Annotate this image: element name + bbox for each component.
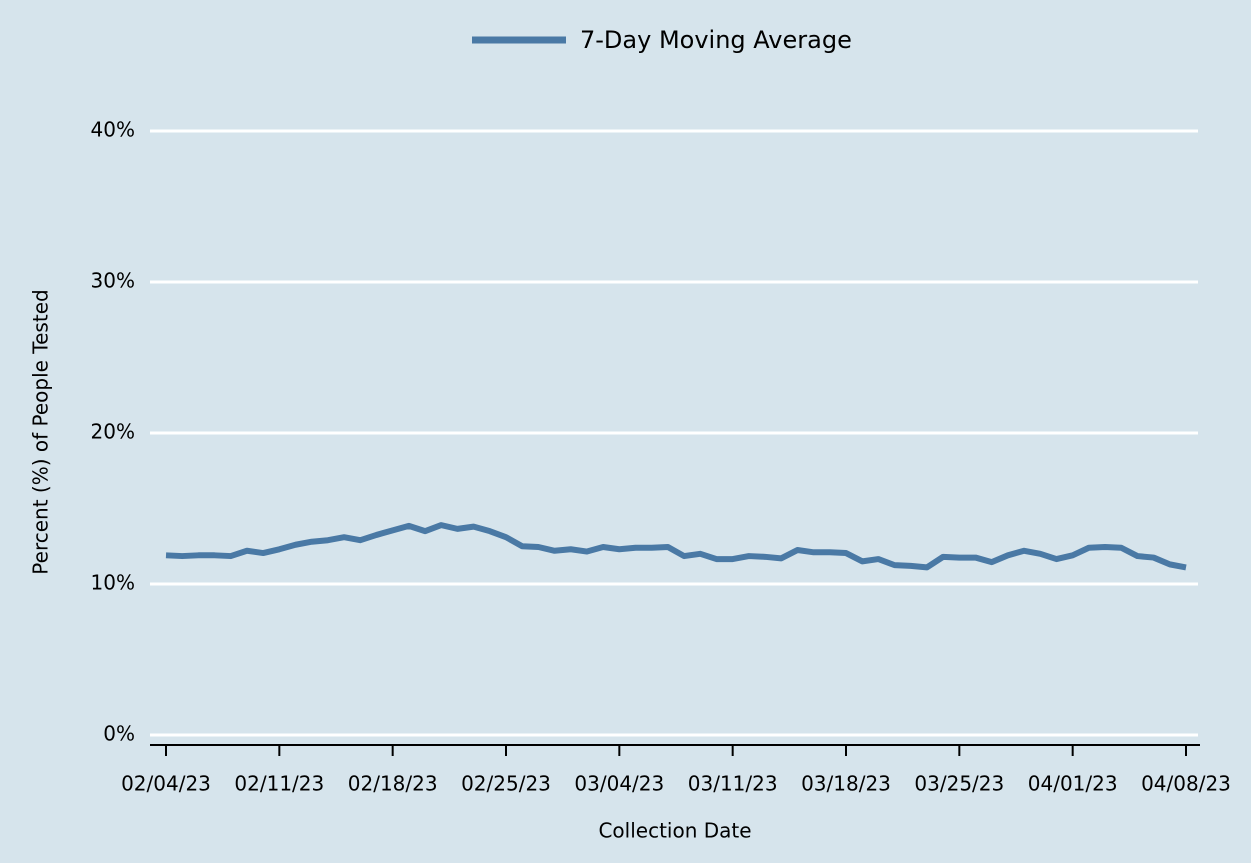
- data-line: [165, 522, 1187, 571]
- y-tick-label: 10%: [91, 571, 135, 595]
- legend-label: 7-Day Moving Average: [580, 26, 852, 54]
- x-tick-label: 02/04/23: [121, 772, 211, 796]
- y-tick-label: 0%: [103, 722, 135, 746]
- x-tick-label: 03/11/23: [688, 772, 778, 796]
- x-tick-label: 02/11/23: [234, 772, 324, 796]
- y-tick-label: 20%: [91, 420, 135, 444]
- x-tick-label: 02/25/23: [461, 772, 551, 796]
- x-tick-label: 03/04/23: [574, 772, 664, 796]
- x-tick-label: 02/18/23: [348, 772, 438, 796]
- y-tick-label: 30%: [91, 269, 135, 293]
- y-axis-title: Percent (%) of People Tested: [29, 289, 53, 574]
- x-tick-label: 04/08/23: [1141, 772, 1231, 796]
- x-tick-label: 04/01/23: [1028, 772, 1118, 796]
- y-tick-label: 40%: [91, 118, 135, 142]
- x-axis-title: Collection Date: [598, 819, 751, 843]
- x-tick-label: 03/25/23: [914, 772, 1004, 796]
- x-tick-label: 03/18/23: [801, 772, 891, 796]
